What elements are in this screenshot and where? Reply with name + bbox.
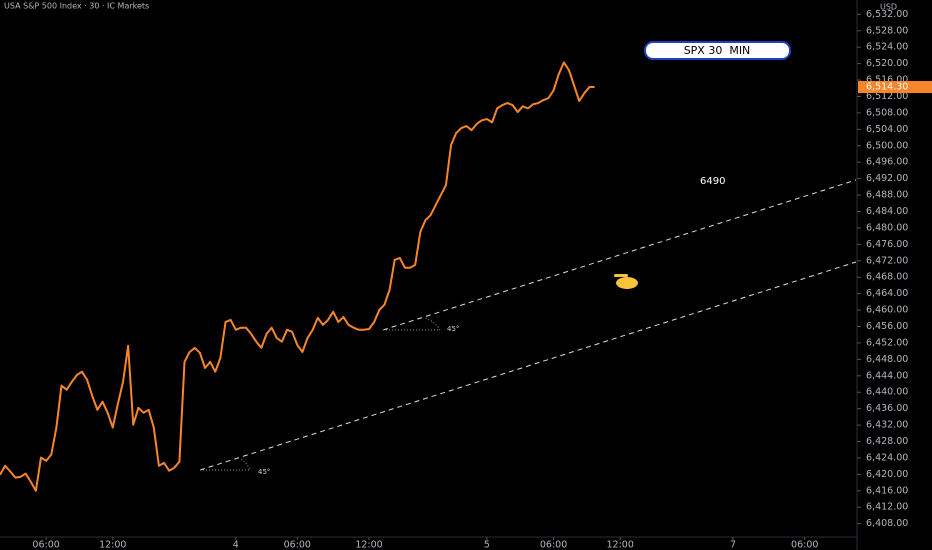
x-tick-label: 5 [484, 540, 490, 550]
y-tick-label: 6,464.00 [866, 288, 908, 299]
y-tick-label: 6,416.00 [866, 485, 908, 496]
last-price-box [858, 81, 932, 94]
trend-line [199, 261, 857, 471]
angle-label: 45° [258, 468, 270, 476]
x-tick-label: 06:00 [540, 540, 567, 550]
trend-line [382, 179, 857, 331]
y-tick-label: 6,516.00 [866, 75, 908, 86]
y-tick-label: 6,428.00 [866, 436, 908, 447]
y-tick-label: 6,476.00 [866, 239, 908, 250]
y-tick-label: 6,444.00 [866, 370, 908, 381]
y-tick-label: 6,448.00 [866, 354, 908, 365]
y-tick-label: 6,508.00 [866, 107, 908, 118]
x-tick-label: 06:00 [32, 540, 59, 550]
y-axis-label: USD [880, 3, 897, 12]
y-tick-label: 6,524.00 [866, 42, 908, 53]
y-tick-label: 6,496.00 [866, 157, 908, 168]
y-tick-label: 6,488.00 [866, 190, 908, 201]
hand-icon [614, 274, 638, 289]
y-tick-label: 6,504.00 [866, 124, 908, 135]
y-tick-label: 6,468.00 [866, 272, 908, 283]
y-tick-label: 6,492.00 [866, 173, 908, 184]
price-line [0, 61, 595, 492]
x-tick-label: 4 [233, 540, 239, 550]
y-tick-label: 6,456.00 [866, 321, 908, 332]
x-tick-label: 12:00 [607, 540, 634, 550]
level-annotation: 6490 [700, 176, 725, 187]
x-tick-label: 7 [730, 540, 736, 550]
angle-label: 45° [447, 325, 459, 333]
y-tick-label: 6,412.00 [866, 502, 908, 513]
x-tick-label: 06:00 [791, 540, 818, 550]
y-tick-label: 6,452.00 [866, 337, 908, 348]
y-tick-label: 6,460.00 [866, 305, 908, 316]
y-tick-label: 6,484.00 [866, 206, 908, 217]
y-tick-label: 6,472.00 [866, 255, 908, 266]
angle-arc [383, 317, 441, 331]
y-tick-label: 6,512.00 [866, 91, 908, 102]
x-tick-label: 06:00 [284, 540, 311, 550]
y-tick-label: 6,500.00 [866, 140, 908, 151]
y-tick-label: 6,440.00 [866, 387, 908, 398]
x-tick-label: 12:00 [99, 540, 126, 550]
y-tick-label: 6,520.00 [866, 58, 908, 69]
y-tick-label: 6,436.00 [866, 403, 908, 414]
chart-title: USA S&P 500 Index · 30 · IC Markets [4, 2, 149, 11]
x-tick-label: 12:00 [355, 540, 382, 550]
y-tick-label: 6,528.00 [866, 25, 908, 36]
last-price-label: 6,514.30 [866, 82, 908, 93]
y-tick-label: 6,424.00 [866, 452, 908, 463]
annotation-text: SPX 30 MIN [684, 44, 751, 57]
y-tick-label: 6,432.00 [866, 420, 908, 431]
annotation-box [644, 41, 791, 60]
y-tick-label: 6,408.00 [866, 518, 908, 529]
y-tick-label: 6,480.00 [866, 222, 908, 233]
y-tick-label: 6,420.00 [866, 469, 908, 480]
y-tick-label: 6,532.00 [866, 9, 908, 20]
